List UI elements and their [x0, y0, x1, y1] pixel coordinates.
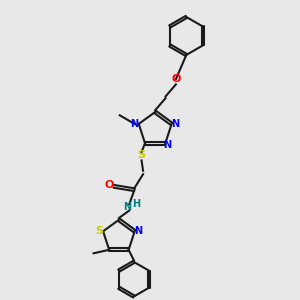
Text: S: S	[95, 226, 103, 236]
Text: O: O	[105, 180, 114, 190]
Text: N: N	[134, 226, 142, 236]
Text: S: S	[138, 150, 146, 160]
Text: N: N	[163, 140, 171, 150]
Text: N: N	[124, 202, 132, 212]
Text: N: N	[171, 119, 179, 129]
Text: H: H	[132, 199, 140, 209]
Text: O: O	[171, 74, 181, 84]
Text: N: N	[130, 119, 139, 129]
